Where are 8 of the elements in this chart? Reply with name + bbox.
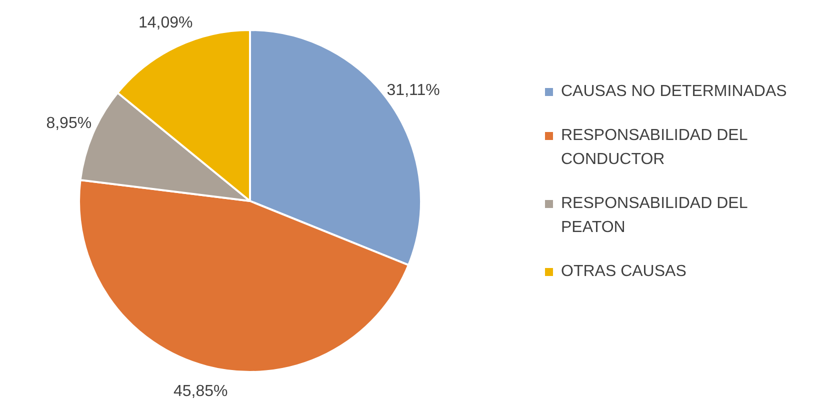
legend-label: RESPONSABILIDAD DEL CONDUCTOR [561, 126, 748, 170]
data-label: 31,11% [386, 82, 440, 100]
legend-label: CAUSAS NO DETERMINADAS [561, 82, 788, 102]
legend-label: RESPONSABILIDAD DEL PEATON [561, 194, 748, 238]
data-label: 14,09% [138, 14, 193, 32]
data-label: 8,95% [46, 114, 92, 132]
data-label: 45,85% [173, 383, 228, 400]
legend-label: OTRAS CAUSAS [561, 262, 688, 282]
